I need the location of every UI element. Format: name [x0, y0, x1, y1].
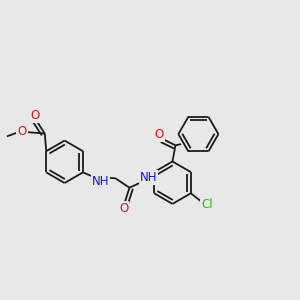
Text: O: O: [154, 128, 164, 141]
Text: NH: NH: [92, 175, 110, 188]
Text: Cl: Cl: [202, 198, 213, 211]
Text: O: O: [119, 202, 128, 215]
Text: O: O: [17, 125, 27, 138]
Text: NH: NH: [140, 171, 157, 184]
Text: O: O: [31, 109, 40, 122]
